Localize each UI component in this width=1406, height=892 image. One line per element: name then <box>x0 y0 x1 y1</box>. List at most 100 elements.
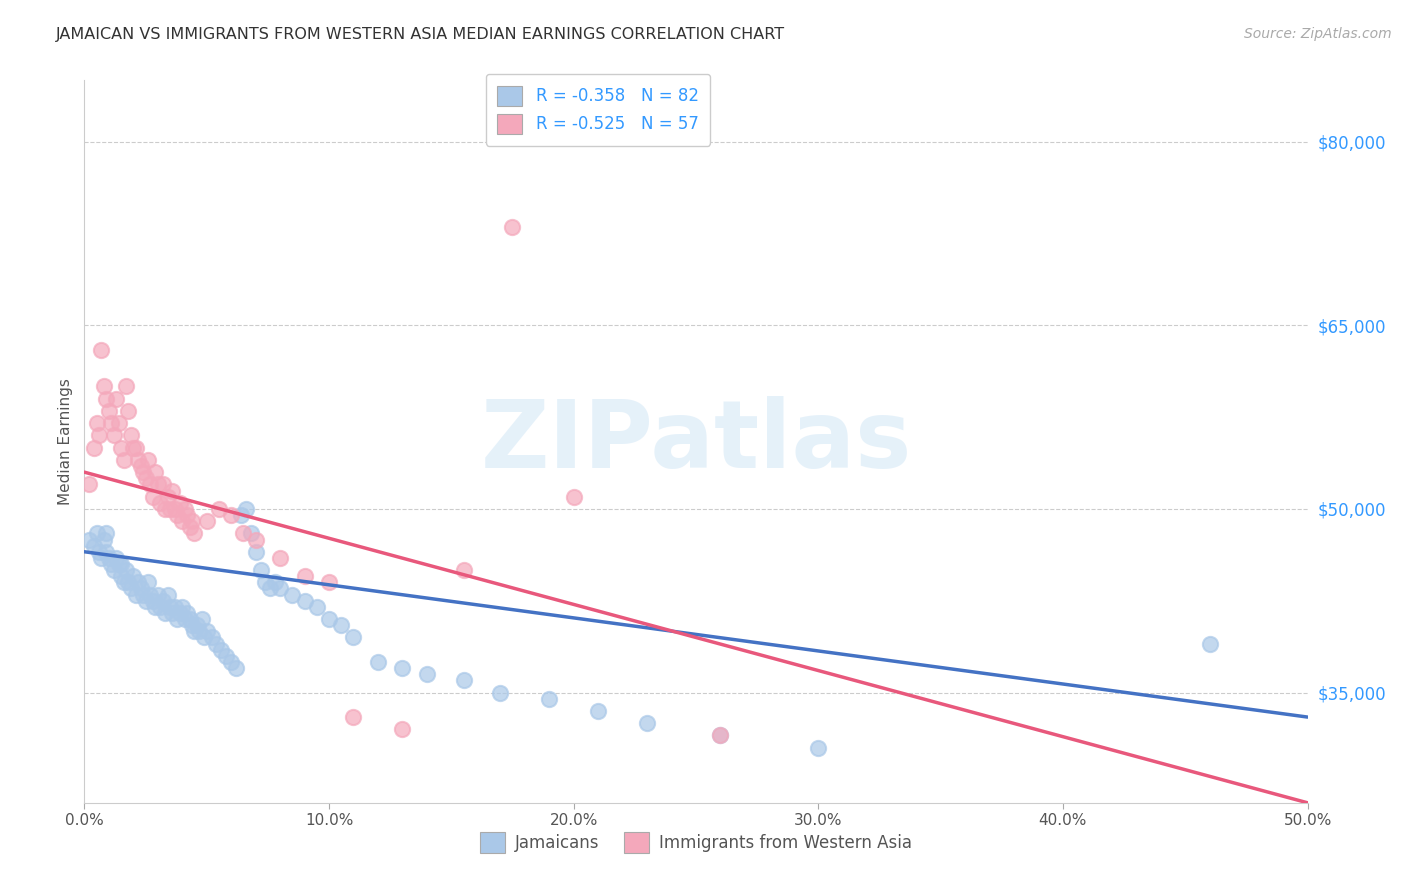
Point <box>143 465 166 479</box>
Point <box>136 575 159 590</box>
Point <box>208 502 231 516</box>
Point <box>259 582 281 596</box>
Point <box>159 502 181 516</box>
Point <box>342 631 364 645</box>
Point <box>90 343 112 357</box>
Point <box>367 655 389 669</box>
Point <box>342 710 364 724</box>
Point <box>181 514 204 528</box>
Point <box>502 220 524 235</box>
Point <box>176 508 198 522</box>
Point <box>169 496 191 510</box>
Point <box>83 539 105 553</box>
Point <box>195 624 218 639</box>
Point <box>135 593 157 607</box>
Point <box>709 728 731 742</box>
Point <box>264 575 287 590</box>
Point <box>129 582 152 596</box>
Point <box>249 563 271 577</box>
Point <box>112 575 135 590</box>
Point <box>135 471 157 485</box>
Point <box>125 588 148 602</box>
Point <box>205 637 228 651</box>
Point <box>125 441 148 455</box>
Point <box>93 379 115 393</box>
Point <box>215 648 238 663</box>
Point <box>110 569 132 583</box>
Point <box>149 496 172 510</box>
Point <box>254 575 277 590</box>
Point <box>183 624 205 639</box>
Point <box>173 502 195 516</box>
Point <box>87 545 110 559</box>
Point <box>209 642 232 657</box>
Point <box>132 465 155 479</box>
Point <box>96 392 118 406</box>
Point <box>120 428 142 442</box>
Point <box>330 618 353 632</box>
Point <box>586 704 609 718</box>
Point <box>107 416 129 430</box>
Point <box>93 533 115 547</box>
Point <box>83 441 105 455</box>
Point <box>489 685 512 699</box>
Point <box>115 563 138 577</box>
Point <box>281 588 304 602</box>
Point <box>97 550 120 565</box>
Text: ZIPatlas: ZIPatlas <box>481 395 911 488</box>
Y-axis label: Median Earnings: Median Earnings <box>58 378 73 505</box>
Point <box>103 428 125 442</box>
Point <box>77 477 100 491</box>
Point <box>86 526 108 541</box>
Text: JAMAICAN VS IMMIGRANTS FROM WESTERN ASIA MEDIAN EARNINGS CORRELATION CHART: JAMAICAN VS IMMIGRANTS FROM WESTERN ASIA… <box>56 27 786 42</box>
Point <box>159 599 181 614</box>
Point <box>318 575 340 590</box>
Point <box>153 606 176 620</box>
Point <box>122 441 145 455</box>
Point <box>127 453 149 467</box>
Point <box>156 588 179 602</box>
Point <box>115 379 138 393</box>
Point <box>156 490 179 504</box>
Point <box>172 514 194 528</box>
Point <box>219 508 242 522</box>
Point <box>416 667 439 681</box>
Point <box>103 563 125 577</box>
Point <box>166 612 188 626</box>
Point <box>146 477 169 491</box>
Point <box>152 593 174 607</box>
Point <box>77 533 100 547</box>
Point <box>132 588 155 602</box>
Point <box>87 428 110 442</box>
Point <box>391 661 413 675</box>
Point <box>162 606 184 620</box>
Point <box>163 599 186 614</box>
Point <box>245 545 267 559</box>
Point <box>172 599 194 614</box>
Point <box>219 655 242 669</box>
Point <box>195 514 218 528</box>
Point <box>97 404 120 418</box>
Point <box>142 593 165 607</box>
Point <box>139 588 162 602</box>
Point <box>245 533 267 547</box>
Point <box>225 661 247 675</box>
Point <box>139 477 162 491</box>
Point <box>179 612 201 626</box>
Point <box>807 740 830 755</box>
Point <box>453 673 475 688</box>
Point <box>110 557 132 571</box>
Point <box>96 545 118 559</box>
Point <box>117 575 139 590</box>
Point <box>136 453 159 467</box>
Point <box>163 502 186 516</box>
Point <box>110 441 132 455</box>
Point <box>181 618 204 632</box>
Point <box>122 569 145 583</box>
Point <box>188 624 211 639</box>
Point <box>169 606 191 620</box>
Point <box>229 508 252 522</box>
Point <box>318 612 340 626</box>
Point <box>269 550 291 565</box>
Point <box>100 416 122 430</box>
